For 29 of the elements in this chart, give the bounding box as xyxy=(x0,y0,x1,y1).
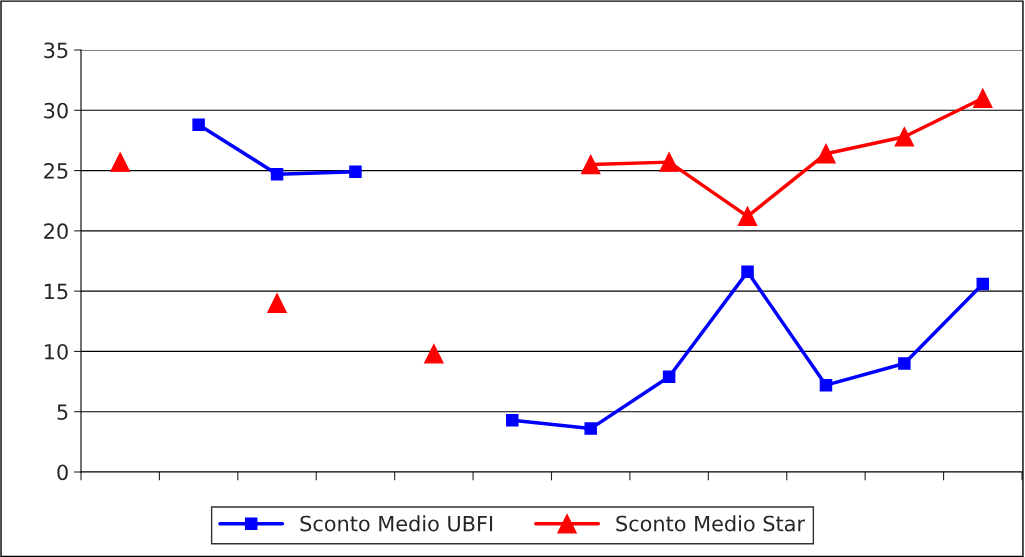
point xyxy=(741,265,754,279)
legend-label: Sconto Medio UBFI xyxy=(300,515,493,532)
point xyxy=(267,293,287,313)
y-tick-label: 30 xyxy=(44,102,68,119)
point xyxy=(662,370,676,383)
point xyxy=(819,378,833,392)
point xyxy=(584,422,597,435)
y-tick-label: 15 xyxy=(44,283,68,300)
y-tick-label: 0 xyxy=(57,464,68,481)
point xyxy=(973,88,993,108)
y-tick-label: 5 xyxy=(57,404,68,420)
y-tick-label: 10 xyxy=(44,343,68,360)
y-tick-label: 35 xyxy=(44,42,68,59)
point xyxy=(349,165,362,179)
point xyxy=(506,413,519,427)
point xyxy=(898,357,911,370)
point xyxy=(192,118,205,132)
point xyxy=(270,167,284,181)
point xyxy=(659,152,679,172)
point xyxy=(976,277,990,291)
legend-label: Sconto Medio Star xyxy=(616,515,806,532)
point xyxy=(424,344,444,364)
point xyxy=(737,206,758,227)
y-tick-label: 25 xyxy=(44,163,68,179)
y-tick-label: 20 xyxy=(44,223,68,240)
point xyxy=(580,154,601,175)
point xyxy=(816,143,836,164)
point xyxy=(894,127,915,147)
point xyxy=(110,152,130,172)
